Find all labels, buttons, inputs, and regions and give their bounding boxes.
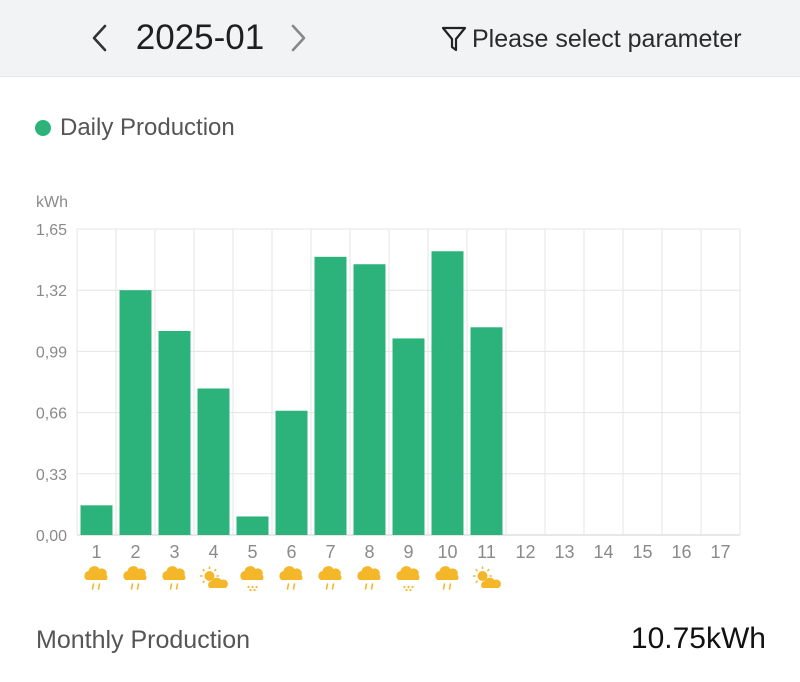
partly-sunny-weather-icon xyxy=(200,566,228,588)
chevron-left-icon xyxy=(92,24,107,52)
bar-day-2 xyxy=(119,290,152,535)
bar-day-8 xyxy=(353,264,386,535)
bar-day-10 xyxy=(431,251,464,535)
x-tick-label: 17 xyxy=(710,542,730,562)
x-tick-label: 4 xyxy=(208,542,218,562)
x-tick-label: 7 xyxy=(325,542,335,562)
x-tick-label: 1 xyxy=(91,542,101,562)
y-axis-unit: kWh xyxy=(36,194,68,211)
x-tick-label: 11 xyxy=(477,542,496,562)
x-tick-label: 15 xyxy=(632,542,652,562)
bar-day-3 xyxy=(158,331,191,535)
rain-weather-icon xyxy=(357,566,381,590)
y-tick-label: 0,00 xyxy=(36,528,67,545)
month-label[interactable]: 2025-01 xyxy=(135,18,265,57)
x-tick-label: 13 xyxy=(554,542,574,562)
x-tick-label: 12 xyxy=(515,542,535,562)
x-tick-label: 2 xyxy=(130,542,140,562)
bar-day-7 xyxy=(314,256,347,535)
x-tick-label: 10 xyxy=(437,542,457,562)
top-bar: 2025-01 Please select parameter xyxy=(0,0,800,77)
x-tick-label: 14 xyxy=(593,542,613,562)
rain-weather-icon xyxy=(162,566,186,590)
bar-day-6 xyxy=(275,410,308,535)
x-tick-label: 8 xyxy=(364,542,374,562)
rain-weather-icon xyxy=(84,566,108,590)
select-parameter-label: Please select parameter xyxy=(472,24,742,53)
rain-weather-icon xyxy=(123,566,147,590)
y-tick-label: 1,65 xyxy=(36,222,67,239)
monthly-production-label: Monthly Production xyxy=(36,626,251,654)
x-tick-label: 5 xyxy=(247,542,257,562)
x-tick-label: 3 xyxy=(169,542,179,562)
snow-rain-weather-icon xyxy=(240,566,264,592)
rain-weather-icon xyxy=(318,566,342,590)
x-tick-label: 16 xyxy=(671,542,691,562)
prev-month-button[interactable] xyxy=(86,20,114,56)
partly-sunny-weather-icon xyxy=(473,566,501,588)
rain-weather-icon xyxy=(279,566,303,590)
chevron-right-icon xyxy=(291,24,306,52)
snow-rain-weather-icon xyxy=(396,566,420,592)
filter-icon xyxy=(441,26,467,52)
x-tick-label: 6 xyxy=(286,542,296,562)
select-parameter-button[interactable]: Please select parameter xyxy=(440,20,742,58)
y-tick-label: 0,66 xyxy=(36,406,67,423)
chart-legend: Daily Production xyxy=(35,114,235,142)
y-tick-label: 1,32 xyxy=(36,283,67,300)
next-month-button[interactable] xyxy=(284,20,312,56)
x-tick-label: 9 xyxy=(403,542,413,562)
y-tick-label: 0,33 xyxy=(36,467,67,484)
bar-day-11 xyxy=(470,327,503,535)
bar-day-4 xyxy=(197,388,230,535)
rain-weather-icon xyxy=(435,566,459,590)
bar-day-9 xyxy=(392,338,425,535)
bar-day-1 xyxy=(80,505,113,535)
bar-day-5 xyxy=(236,516,269,535)
monthly-production-value: 10.75kWh xyxy=(630,622,766,655)
legend-label: Daily Production xyxy=(60,114,235,141)
legend-dot xyxy=(35,120,51,136)
y-tick-label: 0,99 xyxy=(36,344,67,361)
